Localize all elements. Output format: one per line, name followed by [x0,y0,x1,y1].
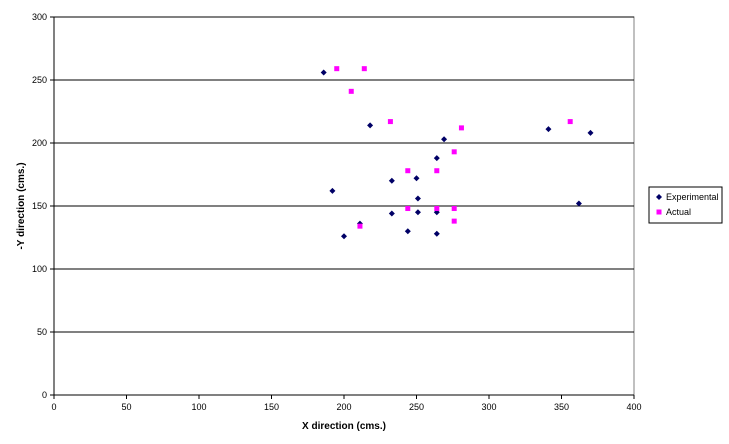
x-tick-label: 100 [191,402,206,412]
y-tick-label: 100 [32,264,47,274]
data-point [451,218,457,224]
data-point [441,136,448,143]
x-axis-ticks: 0 50 100 150 200 250 300 350 400 [51,394,642,412]
data-point [357,223,363,229]
gridlines [54,16,634,333]
data-point [329,187,336,194]
x-tick-label: 150 [264,402,279,412]
data-point [405,206,411,212]
data-point [545,126,552,133]
y-axis-ticks: 0 50 100 150 200 250 300 [32,12,55,400]
legend-marker [656,209,662,215]
y-axis-title: -Y direction (cms.) [16,162,27,249]
data-point [434,206,440,212]
x-tick-label: 200 [336,402,351,412]
data-point [320,69,327,76]
x-tick-label: 0 [51,402,56,412]
data-point [361,66,367,72]
y-tick-label: 250 [32,75,47,85]
data-point [575,200,582,207]
x-tick-label: 300 [481,402,496,412]
data-point [451,149,457,155]
data-point [414,195,421,202]
legend-box [648,186,723,224]
data-point [433,155,440,162]
data-point [433,230,440,237]
data-point [451,206,457,212]
y-tick-label: 0 [42,390,47,400]
legend-marker [656,194,662,200]
legend-label: Experimental [666,192,719,202]
data-points [320,66,594,240]
data-point [458,125,464,131]
data-point [404,228,411,235]
data-point [367,122,374,129]
y-tick-label: 150 [32,201,47,211]
x-tick-label: 250 [409,402,424,412]
y-tick-label: 300 [32,12,47,22]
x-tick-label: 350 [554,402,569,412]
y-tick-label: 50 [37,327,47,337]
data-point [388,177,395,184]
data-point [405,168,411,174]
data-point [341,233,347,240]
x-axis-title: X direction (cms.) [302,421,386,432]
legend-label: Actual [666,207,691,217]
data-point [388,210,395,217]
y-tick-label: 200 [32,138,47,148]
legend: Experimental Actual [648,186,723,224]
data-point [334,66,340,72]
data-point [567,119,573,125]
data-point [348,88,354,94]
x-tick-label: 50 [121,402,131,412]
data-point [434,168,440,174]
series-actual [334,66,573,229]
series-experimental [320,69,594,240]
data-point [414,209,421,216]
x-tick-label: 400 [626,402,641,412]
data-point [387,119,393,125]
data-point [413,175,420,182]
data-point [587,129,594,136]
